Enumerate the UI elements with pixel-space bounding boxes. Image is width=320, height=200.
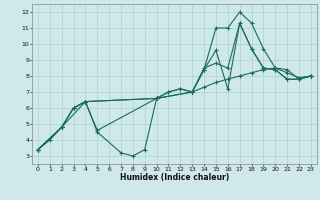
X-axis label: Humidex (Indice chaleur): Humidex (Indice chaleur) [120, 173, 229, 182]
